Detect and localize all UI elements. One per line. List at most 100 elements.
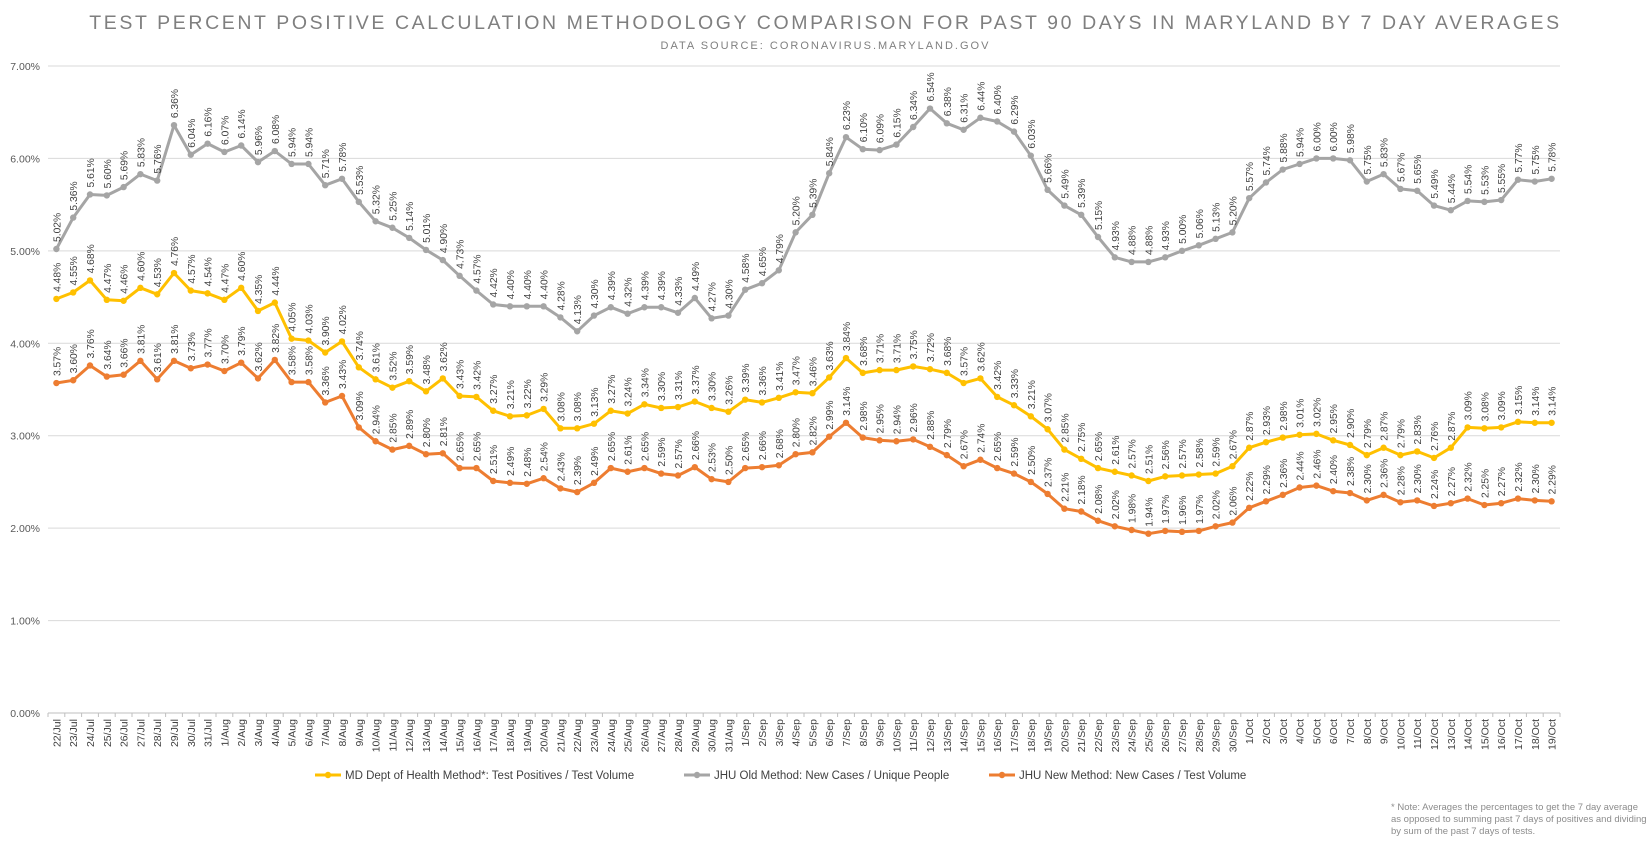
data-point: [1548, 498, 1555, 505]
data-point: [1481, 425, 1488, 432]
data-point: [1330, 155, 1337, 162]
data-label: 2.32%: [1514, 462, 1525, 491]
x-tick-label: 13/Sep: [942, 719, 954, 752]
x-tick-label: 16/Aug: [471, 719, 483, 752]
data-point: [187, 151, 194, 158]
data-label: 2.57%: [1128, 439, 1139, 468]
data-label: 3.58%: [288, 346, 299, 375]
data-point: [1162, 527, 1169, 535]
data-point: [288, 160, 295, 168]
data-point: [1145, 530, 1152, 537]
data-label: 5.20%: [1228, 196, 1239, 225]
data-point: [842, 133, 850, 141]
x-tick-label: 4/Sep: [791, 719, 803, 747]
data-point: [355, 198, 362, 206]
data-label: 3.02%: [1312, 398, 1323, 427]
data-point: [1027, 478, 1035, 486]
data-point: [154, 177, 161, 184]
data-label: 5.02%: [52, 213, 63, 242]
data-point: [406, 377, 413, 385]
y-tick-label: 3.00%: [10, 431, 40, 443]
data-label: 2.27%: [1447, 467, 1458, 496]
data-label: 2.81%: [439, 417, 450, 446]
data-point: [1514, 176, 1522, 183]
data-point: [826, 170, 833, 177]
data-label: 4.60%: [237, 252, 248, 281]
data-label: 2.48%: [523, 448, 534, 477]
x-tick-label: 4/Aug: [270, 719, 282, 747]
data-label: 5.94%: [304, 128, 315, 157]
x-tick-label: 22/Aug: [572, 719, 584, 752]
data-label: 6.15%: [892, 108, 903, 137]
data-label: 5.94%: [288, 128, 299, 157]
data-label: 2.98%: [859, 401, 870, 430]
data-label: 3.48%: [422, 355, 433, 384]
data-label: 4.58%: [741, 253, 752, 282]
data-point: [624, 310, 631, 317]
data-point: [506, 413, 514, 420]
data-point: [1279, 166, 1287, 173]
data-label: 6.54%: [926, 72, 937, 101]
data-point: [1397, 451, 1404, 459]
data-point: [1430, 454, 1438, 462]
data-label: 5.69%: [120, 151, 131, 180]
data-label: 4.68%: [86, 244, 97, 273]
data-point: [876, 437, 883, 444]
data-label: 2.93%: [1262, 406, 1273, 435]
data-label: 3.72%: [926, 333, 937, 362]
data-label: 2.99%: [825, 400, 836, 429]
data-point: [170, 269, 178, 277]
data-point: [439, 375, 446, 382]
data-point: [1212, 235, 1219, 243]
data-point: [624, 468, 631, 475]
data-point: [960, 126, 967, 133]
data-label: 3.36%: [321, 366, 332, 395]
data-point: [1313, 482, 1320, 489]
data-label: 2.18%: [1077, 475, 1088, 504]
data-point: [254, 375, 262, 382]
data-label: 4.90%: [439, 224, 450, 253]
x-tick-label: 5/Sep: [807, 719, 819, 747]
data-label: 5.65%: [1413, 155, 1424, 184]
series-lines: [53, 105, 1555, 537]
data-label: 2.56%: [1161, 440, 1172, 469]
data-point: [1128, 258, 1135, 266]
data-point: [523, 412, 530, 419]
data-label: 5.60%: [103, 159, 114, 188]
data-label: 5.84%: [825, 137, 836, 166]
data-point: [758, 280, 766, 287]
data-point: [1044, 186, 1051, 194]
data-label: 5.39%: [1077, 179, 1088, 208]
data-label: 6.00%: [1329, 122, 1340, 151]
x-tick-label: 24/Jul: [85, 719, 97, 747]
data-point: [1414, 448, 1421, 455]
x-tick-label: 10/Aug: [371, 719, 383, 752]
data-label: 3.41%: [775, 362, 786, 391]
data-point: [1313, 155, 1320, 162]
data-label: 1.98%: [1128, 494, 1139, 523]
data-point: [1178, 247, 1186, 255]
data-label: 5.53%: [355, 166, 366, 195]
data-point: [977, 114, 984, 121]
data-label: 5.53%: [1480, 166, 1491, 195]
x-tick-label: 17/Oct: [1513, 719, 1525, 750]
data-label: 3.79%: [237, 326, 248, 355]
data-point: [842, 354, 850, 362]
data-point: [826, 374, 833, 381]
data-label: 4.30%: [590, 279, 601, 308]
data-point: [775, 267, 782, 274]
data-point: [708, 404, 715, 412]
data-label: 3.62%: [976, 342, 987, 371]
data-label: 2.94%: [892, 405, 903, 434]
data-point: [708, 315, 715, 322]
data-point: [1010, 470, 1018, 477]
data-label: 2.44%: [1296, 451, 1307, 480]
data-point: [221, 296, 228, 304]
data-point: [540, 475, 547, 482]
data-point: [456, 464, 463, 472]
data-point: [1145, 477, 1152, 485]
data-label: 2.59%: [1010, 437, 1021, 466]
data-point: [1548, 175, 1555, 182]
data-point: [137, 284, 144, 292]
data-point: [758, 463, 766, 471]
